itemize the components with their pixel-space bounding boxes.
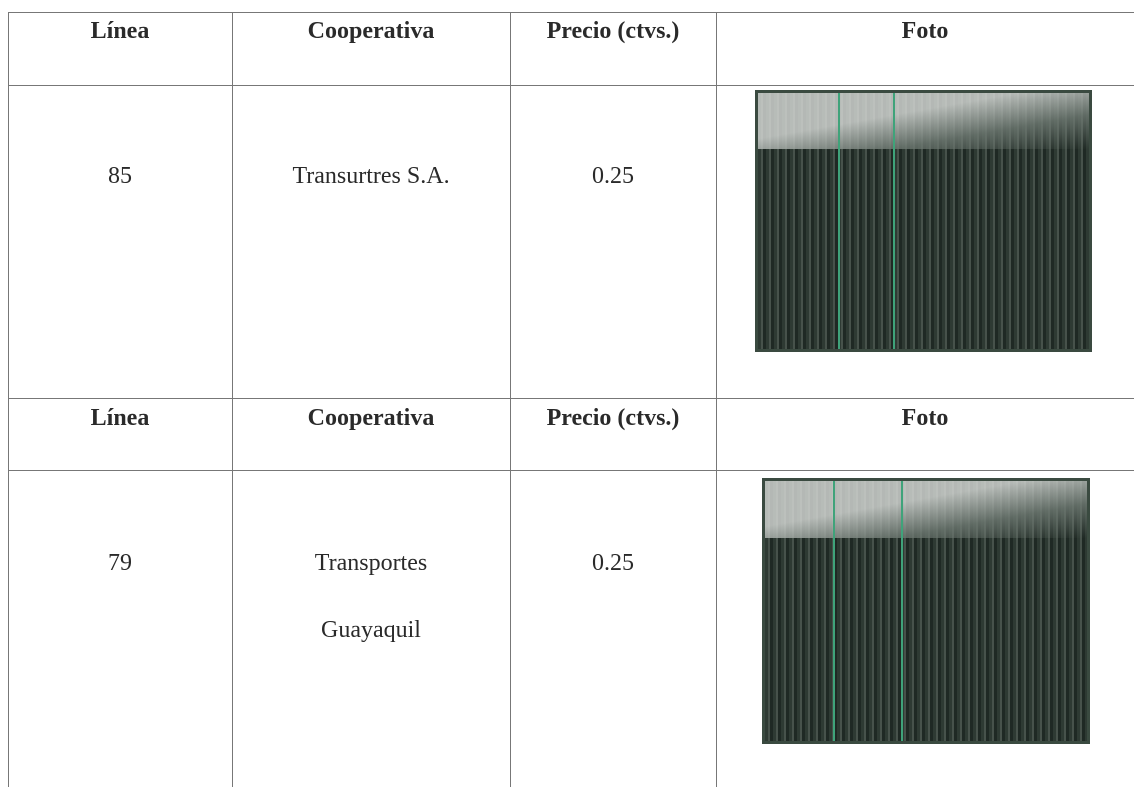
column-header: Precio (ctvs.)	[546, 405, 680, 431]
table-rule	[716, 12, 717, 787]
linea-cell: 85	[108, 163, 132, 189]
column-header: Precio (ctvs.)	[546, 18, 680, 44]
cooperativa-cell: Transportes	[314, 550, 428, 576]
column-header: Cooperativa	[307, 18, 435, 44]
column-header: Foto	[901, 18, 949, 44]
linea-cell: 79	[108, 550, 132, 576]
column-header: Foto	[901, 405, 949, 431]
table-rule	[232, 12, 233, 787]
column-header: Línea	[90, 18, 150, 44]
table-rule	[510, 12, 511, 787]
bus-photo	[755, 90, 1092, 352]
table-rule	[8, 85, 1134, 86]
column-header: Línea	[90, 405, 150, 431]
cooperativa-cell: Guayaquil	[321, 617, 421, 643]
column-header: Cooperativa	[307, 405, 435, 431]
table-rule	[8, 12, 1134, 13]
precio-cell: 0.25	[592, 163, 634, 189]
table-rule	[8, 470, 1134, 471]
table-rule	[8, 398, 1134, 399]
bus-photo	[762, 478, 1090, 744]
precio-cell: 0.25	[592, 550, 634, 576]
table-rule	[8, 12, 9, 787]
cooperativa-cell: Transurtres S.A.	[292, 163, 450, 189]
